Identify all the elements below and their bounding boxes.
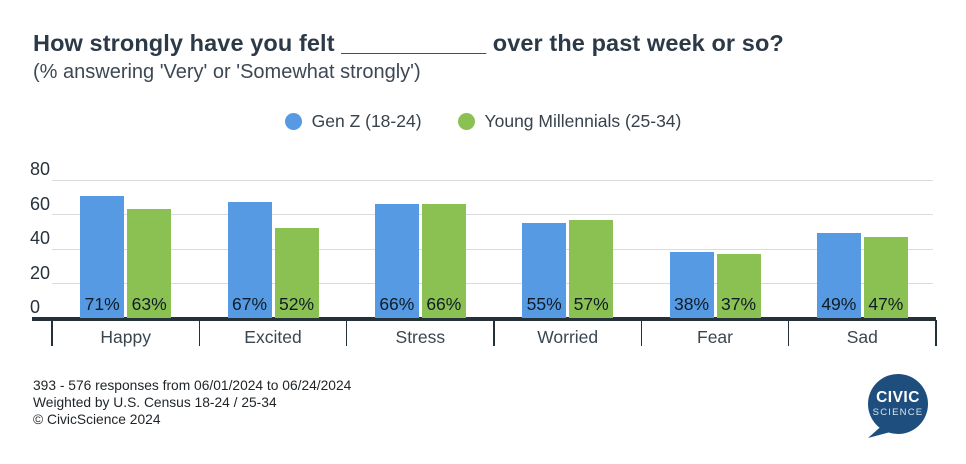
bar-value-label: 67% bbox=[231, 294, 268, 314]
bar-gen-z-18-24-worried: 55% bbox=[522, 223, 567, 318]
bar-gen-z-18-24-happy: 71% bbox=[80, 195, 125, 318]
y-axis-tick-label: 0 bbox=[30, 297, 41, 317]
bar-young-millennials-25-34-excited: 52% bbox=[274, 228, 319, 318]
bar-gen-z-18-24-stress: 66% bbox=[374, 204, 419, 318]
x-axis-tick bbox=[787, 320, 790, 346]
x-axis-label-excited: Excited bbox=[244, 327, 302, 347]
y-axis-tick-label: 40 bbox=[30, 228, 51, 248]
x-axis-label-worried: Worried bbox=[537, 327, 599, 347]
footer-line-weighting: Weighted by U.S. Census 18-24 / 25-34 bbox=[33, 395, 277, 410]
speech-bubble-logo-icon: CIVIC SCIENCE bbox=[868, 374, 928, 438]
gridline-20 bbox=[52, 283, 933, 284]
bar-young-millennials-25-34-worried: 57% bbox=[569, 219, 614, 318]
civicscience-logo: CIVIC SCIENCE bbox=[860, 372, 932, 444]
x-axis-tick bbox=[345, 320, 348, 346]
x-axis-tick bbox=[640, 320, 643, 346]
legend: Gen Z (18-24) Young Millennials (25-34) bbox=[0, 111, 966, 132]
bar-value-label: 52% bbox=[278, 294, 315, 314]
bar-young-millennials-25-34-sad: 47% bbox=[863, 236, 908, 318]
legend-item-gen-z-18-24: Gen Z (18-24) bbox=[284, 111, 422, 132]
legend-item-young-millennials-25-34: Young Millennials (25-34) bbox=[457, 111, 682, 132]
bar-young-millennials-25-34-happy: 63% bbox=[127, 209, 172, 318]
bar-value-label: 38% bbox=[673, 294, 710, 314]
x-axis-baseline bbox=[32, 317, 936, 321]
bar-value-label: 37% bbox=[720, 294, 757, 314]
legend-label: Gen Z (18-24) bbox=[311, 111, 422, 131]
gridline-40 bbox=[52, 248, 933, 250]
bar-gen-z-18-24-fear: 38% bbox=[669, 252, 714, 318]
logo-science-text: SCIENCE bbox=[873, 407, 924, 418]
x-axis-label-sad: Sad bbox=[846, 327, 878, 347]
x-axis-label-stress: Stress bbox=[395, 327, 446, 347]
bar-value-label: 47% bbox=[868, 294, 904, 314]
bar-value-label: 57% bbox=[573, 294, 609, 314]
x-axis-tick bbox=[198, 320, 201, 346]
bar-value-label: 71% bbox=[84, 294, 120, 314]
bar-young-millennials-25-34-fear: 37% bbox=[716, 254, 761, 318]
plot-area: 0 20 40 60 80 Happy 71% 63% Excited 67% 52% Stress 6… bbox=[30, 159, 937, 347]
footer: 393 - 576 responses from 06/01/2024 to 0… bbox=[33, 377, 351, 428]
bar-young-millennials-25-34-stress: 66% bbox=[421, 204, 466, 318]
bar-gen-z-18-24-sad: 49% bbox=[816, 233, 861, 318]
bar-gen-z-18-24-excited: 67% bbox=[227, 202, 272, 318]
legend-label: Young Millennials (25-34) bbox=[484, 111, 682, 131]
gridline-60 bbox=[52, 214, 933, 215]
y-axis-tick-label: 20 bbox=[30, 262, 51, 283]
bar-value-label: 66% bbox=[379, 294, 415, 314]
footer-line-copyright: © CivicScience 2024 bbox=[33, 412, 161, 427]
bar-value-label: 63% bbox=[131, 294, 167, 314]
x-axis-label-happy: Happy bbox=[100, 327, 151, 347]
bar-value-label: 55% bbox=[526, 294, 562, 314]
chart-title: How strongly have you felt ___________ o… bbox=[33, 30, 784, 56]
x-axis-tick bbox=[493, 320, 495, 346]
bar-value-label: 66% bbox=[426, 294, 462, 314]
y-axis-tick-label: 60 bbox=[30, 193, 51, 214]
x-axis-label-fear: Fear bbox=[697, 327, 733, 347]
logo-civic-text: CIVIC bbox=[876, 389, 920, 406]
x-axis-tick bbox=[51, 320, 53, 346]
chart-subtitle: (% answering 'Very' or 'Somewhat strongl… bbox=[33, 61, 421, 83]
bar-value-label: 49% bbox=[821, 294, 857, 314]
legend-swatch-icon bbox=[457, 113, 475, 130]
y-axis-tick-label: 80 bbox=[30, 159, 51, 179]
gridline-80 bbox=[52, 179, 933, 181]
x-axis-tick bbox=[935, 320, 937, 346]
legend-swatch-icon bbox=[284, 113, 302, 130]
footer-line-responses: 393 - 576 responses from 06/01/2024 to 0… bbox=[33, 378, 352, 393]
